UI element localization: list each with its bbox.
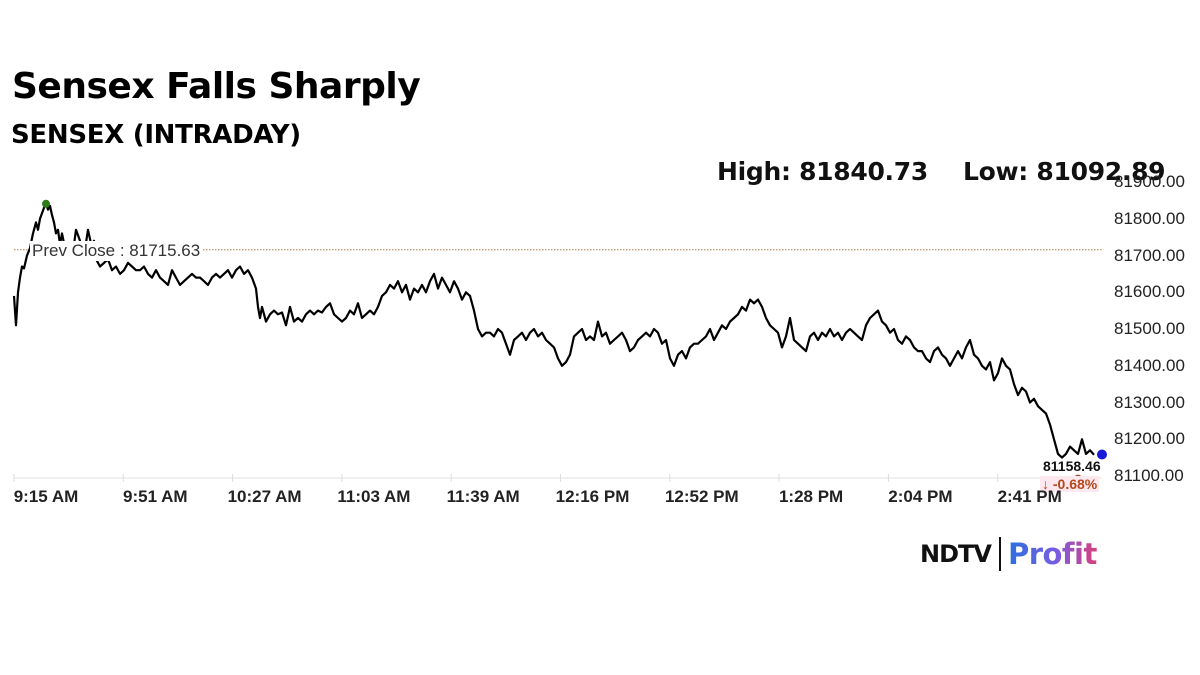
logo-divider bbox=[998, 537, 1001, 571]
x-axis-tick-label: 9:51 AM bbox=[123, 487, 188, 506]
ndtv-profit-logo: NDTV Profit bbox=[920, 534, 1097, 574]
y-axis-tick-label: 81600.00 bbox=[1114, 282, 1185, 302]
x-axis-tick-label: 11:39 AM bbox=[446, 487, 520, 506]
x-axis-tick-label: 9:15 AM bbox=[13, 487, 79, 506]
x-axis-tick-label: 2:41 PM bbox=[997, 487, 1062, 506]
y-axis-tick-label: 81300.00 bbox=[1114, 392, 1185, 412]
x-axis-tick-label: 12:52 PM bbox=[664, 487, 739, 506]
logo-ndtv-text: NDTV bbox=[920, 540, 992, 568]
chart-headline: Sensex Falls Sharply bbox=[12, 66, 421, 107]
y-axis-tick-label: 81700.00 bbox=[1114, 245, 1185, 265]
y-axis-tick-label: 81800.00 bbox=[1114, 208, 1185, 228]
price-line bbox=[12, 202, 1095, 459]
y-axis-tick-label: 81200.00 bbox=[1114, 429, 1185, 449]
x-axis-tick-label: 2:04 PM bbox=[888, 487, 953, 506]
logo-profit-text: Profit bbox=[1007, 537, 1097, 571]
last-price-value: 81158.46 bbox=[1043, 458, 1101, 474]
x-axis-tick-label: 1:28 PM bbox=[778, 487, 844, 506]
day-low-stat: Low: 81092.89 bbox=[963, 157, 1166, 186]
last-price-marker-icon bbox=[1097, 449, 1107, 460]
x-axis-tick-label: 11:03 AM bbox=[337, 487, 411, 506]
y-axis-tick-label: 81100.00 bbox=[1114, 466, 1184, 485]
x-axis-tick-label: 10:27 AM bbox=[227, 487, 302, 506]
y-axis-tick-label: 81500.00 bbox=[1114, 319, 1185, 338]
high-marker-icon bbox=[42, 199, 50, 208]
x-axis-ticks bbox=[13, 474, 999, 482]
x-axis-tick-label: 12:16 PM bbox=[555, 487, 630, 506]
y-axis-tick-label: 81900.00 bbox=[1114, 172, 1185, 191]
y-axis-tick-label: 81400.00 bbox=[1114, 355, 1185, 375]
last-price-change: ↓ -0.68% bbox=[1040, 476, 1100, 492]
prev-close-label: Prev Close : 81715.63 bbox=[30, 241, 203, 261]
chart-subtitle: SENSEX (INTRADAY) bbox=[11, 120, 301, 150]
day-high-stat: High: 81840.73 bbox=[717, 157, 928, 186]
